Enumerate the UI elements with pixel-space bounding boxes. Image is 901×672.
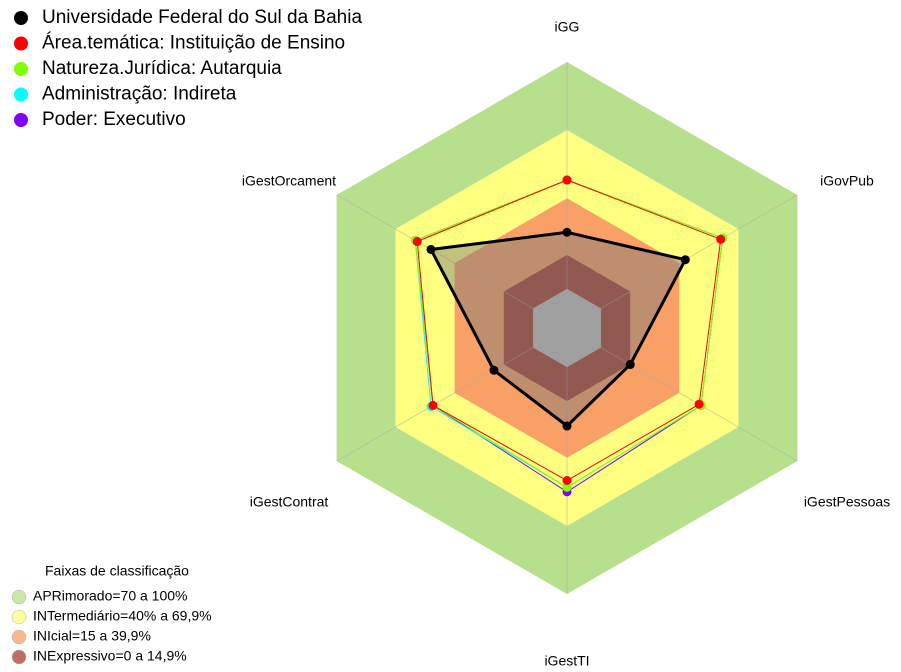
band-legend-marker bbox=[11, 589, 27, 605]
series-point bbox=[426, 244, 436, 254]
legend-label: Administração: Indireta bbox=[42, 84, 237, 105]
legend-label: Poder: Executivo bbox=[42, 109, 186, 130]
legend: APRimorado=70 a 100% INTermediário=40% a … bbox=[11, 7, 362, 665]
series-point bbox=[625, 360, 635, 370]
band-legend-marker bbox=[11, 609, 27, 625]
band bbox=[503, 254, 631, 402]
band-legend-marker bbox=[11, 649, 27, 665]
axis-label: iGovPub bbox=[820, 173, 874, 189]
series-point bbox=[562, 482, 572, 492]
band-legend-label: INTermediário=40% a 69,9% bbox=[33, 608, 212, 624]
axis-label: iGestPessoas bbox=[804, 494, 890, 510]
legend-marker bbox=[14, 36, 28, 51]
band-legend-marker bbox=[11, 629, 27, 645]
band-legend-label: APRimorado=70 a 100% bbox=[33, 588, 188, 604]
band bbox=[454, 198, 680, 458]
legend-label: Área.temática: Instituição de Ensino bbox=[42, 33, 345, 54]
series-point bbox=[716, 234, 726, 244]
legend-marker bbox=[14, 11, 28, 25]
legend-label: Natureza.Jurídica: Autarquia bbox=[42, 58, 282, 79]
axis-label: iGestContrat bbox=[250, 494, 329, 510]
band bbox=[336, 62, 798, 594]
bands-title: Faixas de classificação bbox=[45, 563, 189, 579]
series-point bbox=[428, 400, 438, 410]
series-point bbox=[489, 365, 499, 375]
axis-line bbox=[600, 194, 798, 309]
bands: iGG iGovPub iGestPessoas iGestTI iGestContra… bbox=[242, 19, 890, 669]
legend-marker bbox=[14, 113, 28, 127]
axis-label: iGestOrcament bbox=[242, 173, 336, 189]
center bbox=[533, 289, 601, 367]
plot bbox=[410, 175, 728, 497]
series-point bbox=[680, 255, 690, 265]
series-point bbox=[562, 227, 572, 237]
legend-marker bbox=[14, 87, 28, 102]
axis-line bbox=[336, 194, 534, 309]
axis-label: iGG bbox=[555, 19, 580, 35]
band-legend-label: INExpressivo=0 a 14,9% bbox=[33, 648, 187, 664]
axis-label: iGestTI bbox=[544, 653, 589, 669]
legend-marker bbox=[14, 62, 28, 76]
series-point bbox=[562, 421, 572, 431]
series-point bbox=[694, 399, 704, 409]
band-legend-label: INIcial=15 a 39,9% bbox=[33, 628, 151, 644]
series-point bbox=[562, 476, 572, 485]
series-point bbox=[412, 237, 422, 247]
band bbox=[395, 130, 739, 526]
series-point bbox=[562, 175, 572, 185]
legend-label: Universidade Federal do Sul da Bahia bbox=[42, 7, 362, 28]
